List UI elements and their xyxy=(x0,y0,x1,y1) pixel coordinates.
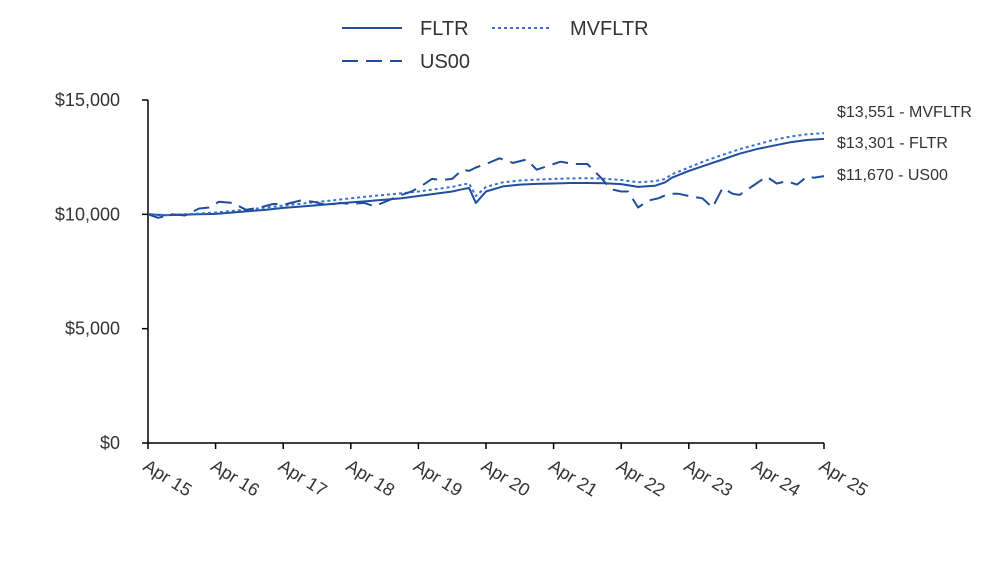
y-axis: $0 $5,000 $10,000 $15,000 xyxy=(55,90,149,453)
end-label-fltr: $13,301 - FLTR xyxy=(837,135,948,152)
x-tick-label: Apr 22 xyxy=(613,455,669,500)
x-tick-label: Apr 19 xyxy=(410,455,466,500)
x-tick-label: Apr 23 xyxy=(681,455,737,500)
x-tick-label: Apr 16 xyxy=(207,455,263,500)
legend-label-us00: US00 xyxy=(420,51,470,73)
legend-label-mvfltr: MVFLTR xyxy=(570,18,649,40)
y-tick-label: $15,000 xyxy=(55,90,120,110)
series-line-fltr xyxy=(147,137,825,217)
x-tick-label: Apr 20 xyxy=(478,455,534,500)
x-tick-label: Apr 18 xyxy=(343,455,399,500)
series-line-mvfltr xyxy=(147,132,825,216)
series-line-us00 xyxy=(147,157,825,219)
x-tick-label: Apr 21 xyxy=(545,455,601,500)
legend: FLTR MVFLTR US00 xyxy=(342,18,649,73)
legend-label-fltr: FLTR xyxy=(420,18,469,40)
y-tick-label: $5,000 xyxy=(65,319,120,339)
x-tick-label: Apr 17 xyxy=(275,455,331,500)
y-tick-label: $0 xyxy=(100,433,120,453)
end-label-mvfltr: $13,551 - MVFLTR xyxy=(837,104,972,121)
end-labels: $13,551 - MVFLTR $13,301 - FLTR $11,670 - … xyxy=(837,104,972,184)
x-axis: Apr 15 Apr 16 Apr 17 Apr 18 Apr 19 Apr 20 Apr … xyxy=(140,442,872,501)
end-label-us00: $11,670 - US00 xyxy=(837,167,948,184)
series-layer xyxy=(147,132,825,219)
y-tick-label: $10,000 xyxy=(55,204,120,224)
x-tick-label: Apr 15 xyxy=(140,455,196,500)
x-tick-label: Apr 25 xyxy=(816,455,872,500)
x-tick-label: Apr 24 xyxy=(748,455,804,500)
